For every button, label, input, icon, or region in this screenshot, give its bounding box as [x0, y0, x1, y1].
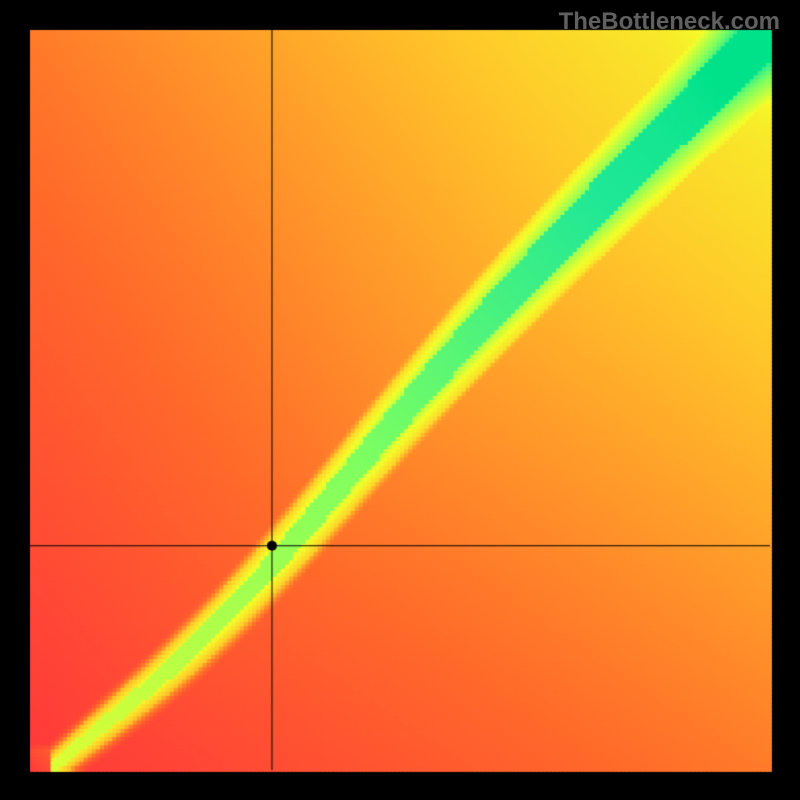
chart-wrapper: TheBottleneck.com [0, 0, 800, 800]
watermark-text: TheBottleneck.com [559, 8, 780, 36]
bottleneck-heatmap [0, 0, 800, 800]
